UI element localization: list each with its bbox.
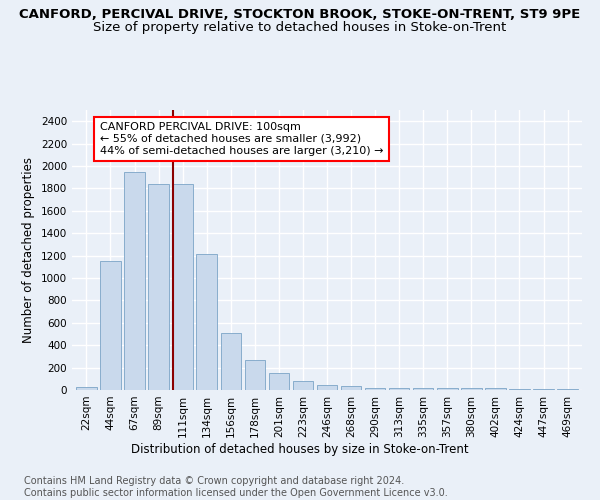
- Bar: [100, 261, 121, 390]
- Bar: [196, 254, 217, 390]
- Bar: [461, 388, 482, 390]
- Bar: [124, 172, 145, 390]
- Bar: [317, 385, 337, 390]
- Bar: [485, 388, 506, 390]
- Bar: [221, 333, 241, 390]
- Bar: [389, 388, 409, 390]
- Bar: [269, 373, 289, 390]
- Bar: [365, 388, 385, 390]
- Bar: [293, 381, 313, 390]
- Text: Distribution of detached houses by size in Stoke-on-Trent: Distribution of detached houses by size …: [131, 442, 469, 456]
- Bar: [437, 388, 458, 390]
- Bar: [76, 386, 97, 390]
- Text: Contains HM Land Registry data © Crown copyright and database right 2024.
Contai: Contains HM Land Registry data © Crown c…: [24, 476, 448, 498]
- Text: CANFORD PERCIVAL DRIVE: 100sqm
← 55% of detached houses are smaller (3,992)
44% : CANFORD PERCIVAL DRIVE: 100sqm ← 55% of …: [100, 122, 383, 156]
- Bar: [341, 386, 361, 390]
- Bar: [413, 388, 433, 390]
- Bar: [172, 184, 193, 390]
- Bar: [245, 360, 265, 390]
- Y-axis label: Number of detached properties: Number of detached properties: [22, 157, 35, 343]
- Text: Size of property relative to detached houses in Stoke-on-Trent: Size of property relative to detached ho…: [94, 21, 506, 34]
- Text: CANFORD, PERCIVAL DRIVE, STOCKTON BROOK, STOKE-ON-TRENT, ST9 9PE: CANFORD, PERCIVAL DRIVE, STOCKTON BROOK,…: [19, 8, 581, 20]
- Bar: [148, 184, 169, 390]
